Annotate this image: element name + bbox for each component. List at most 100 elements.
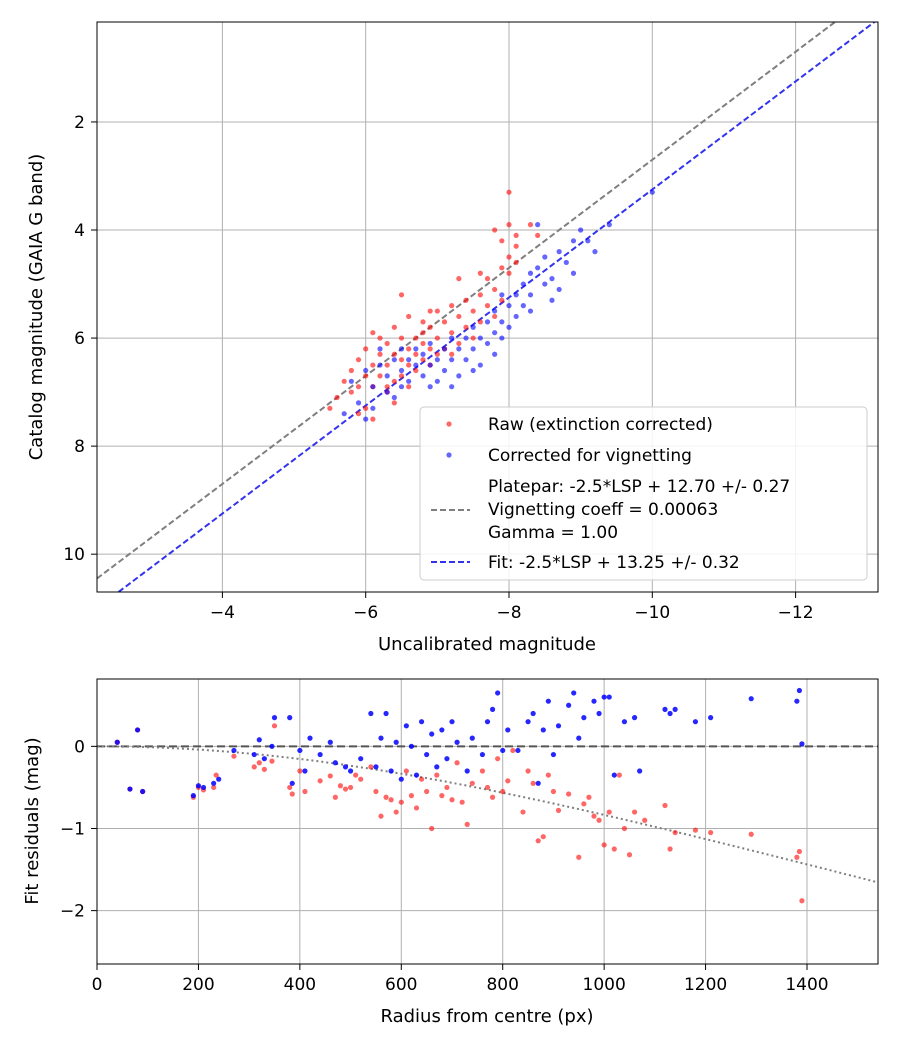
corrected-point xyxy=(484,319,491,325)
raw-point xyxy=(441,319,448,325)
corrected-point xyxy=(463,357,469,363)
corrected-point xyxy=(470,346,476,352)
corrected-point xyxy=(377,346,383,352)
raw-residual-point xyxy=(403,768,409,774)
corrected-residual-point xyxy=(332,760,338,766)
top-y-axis-label: Catalog magnitude (GAIA G band) xyxy=(26,154,47,461)
raw-residual-point xyxy=(388,797,394,803)
raw-point xyxy=(463,297,469,303)
corrected-point xyxy=(420,351,426,357)
top-scatter-plot: −4 −6 −8 −10 −12 2 4 6 8 10 Uncalibrated magnitu… xyxy=(26,21,879,655)
legend-marker xyxy=(446,452,452,458)
raw-point xyxy=(427,324,433,330)
raw-point xyxy=(506,270,512,276)
raw-residual-point xyxy=(459,799,465,805)
raw-point xyxy=(477,292,483,298)
raw-point xyxy=(427,346,433,352)
raw-residual-point xyxy=(545,772,551,778)
corrected-residual-point xyxy=(439,727,445,733)
corrected-residual-point xyxy=(464,768,470,774)
top-x-tick-label: −10 xyxy=(634,603,670,623)
raw-point xyxy=(334,394,340,401)
corrected-point xyxy=(456,373,462,379)
corrected-point xyxy=(542,254,548,260)
raw-residual-point xyxy=(621,825,628,832)
corrected-residual-point xyxy=(418,719,425,725)
raw-residual-point xyxy=(667,846,673,852)
corrected-residual-point xyxy=(484,719,491,725)
top-x-axis-label: Uncalibrated magnitude xyxy=(378,634,596,655)
bottom-reference-lines xyxy=(97,745,878,884)
top-x-ticks: −4 −6 −8 −10 −12 xyxy=(210,592,814,623)
corrected-point xyxy=(535,265,541,271)
corrected-residual-point xyxy=(479,751,486,758)
raw-point xyxy=(384,340,390,347)
raw-point xyxy=(406,384,412,390)
bottom-y-axis-label: Fit residuals (mag) xyxy=(22,737,43,904)
corrected-point xyxy=(606,222,612,228)
raw-residual-point xyxy=(261,766,267,772)
corrected-point xyxy=(398,367,405,374)
raw-point xyxy=(363,405,369,411)
corrected-residual-point xyxy=(505,727,511,733)
raw-residual-point xyxy=(596,817,602,823)
raw-residual-point xyxy=(581,801,587,807)
raw-point xyxy=(492,227,498,233)
raw-residual-point xyxy=(444,784,450,791)
raw-residual-point xyxy=(555,807,562,814)
raw-point xyxy=(477,319,483,325)
raw-point xyxy=(420,330,426,336)
corrected-residual-point xyxy=(601,694,607,700)
corrected-residual-point xyxy=(317,751,323,758)
corrected-point xyxy=(492,330,498,336)
bottom-x-axis-label: Radius from centre (px) xyxy=(380,1006,593,1027)
corrected-residual-point xyxy=(571,690,577,696)
corrected-point xyxy=(499,335,505,341)
bottom-x-tick-label: 800 xyxy=(486,975,518,995)
raw-point xyxy=(470,335,476,341)
bottom-x-tick-label: 0 xyxy=(92,975,103,995)
corrected-point xyxy=(484,340,491,347)
raw-point xyxy=(513,232,519,239)
top-axes-frame xyxy=(96,21,879,593)
raw-residual-point xyxy=(495,756,501,762)
corrected-point xyxy=(570,238,577,244)
raw-residual-point xyxy=(449,797,455,803)
top-data-points xyxy=(327,189,655,422)
corrected-residual-point xyxy=(581,715,587,721)
legend-label: Fit: -2.5*LSP + 13.25 +/- 0.32 xyxy=(488,553,740,573)
corrected-residual-point xyxy=(434,764,440,770)
corrected-residual-point xyxy=(342,764,349,770)
top-y-tick-label: 2 xyxy=(74,113,85,133)
raw-point xyxy=(484,276,491,282)
raw-point xyxy=(513,243,519,249)
raw-point xyxy=(449,351,455,357)
corrected-point xyxy=(520,303,526,309)
raw-point xyxy=(456,313,462,320)
raw-residual-point xyxy=(500,788,506,795)
corrected-residual-point xyxy=(307,735,313,741)
raw-residual-point xyxy=(626,852,633,858)
corrected-residual-point xyxy=(383,710,389,717)
corrected-point xyxy=(341,411,347,417)
legend-marker xyxy=(446,421,452,427)
corrected-point xyxy=(470,324,476,330)
raw-point xyxy=(377,351,383,357)
legend-label: Gamma = 1.00 xyxy=(488,523,618,543)
bottom-x-ticks: 0 200 400 600 800 1000 1200 1400 xyxy=(92,964,829,995)
corrected-point xyxy=(427,362,433,368)
raw-residual-point xyxy=(469,780,475,786)
raw-point xyxy=(377,373,383,379)
top-legend: Raw (extinction corrected) Corrected for … xyxy=(419,406,868,581)
raw-point xyxy=(420,357,426,363)
raw-point xyxy=(499,297,505,303)
legend-label: Corrected for vignetting xyxy=(488,446,692,466)
bottom-axes-frame xyxy=(96,678,879,965)
corrected-residual-point xyxy=(555,723,562,729)
corrected-point xyxy=(420,373,426,379)
corrected-residual-point xyxy=(708,715,714,721)
raw-residual-point xyxy=(398,799,404,805)
corrected-residual-point xyxy=(287,715,293,721)
raw-residual-point xyxy=(327,773,333,779)
raw-residual-point xyxy=(535,838,541,844)
